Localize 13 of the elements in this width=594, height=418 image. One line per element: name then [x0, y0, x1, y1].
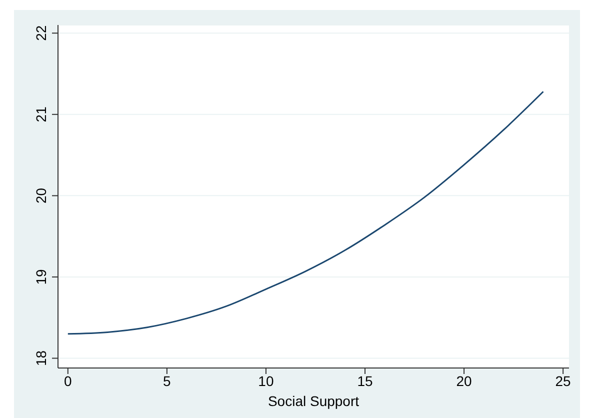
- y-tick-label: 21: [33, 106, 49, 122]
- x-tick-label: 15: [357, 372, 373, 389]
- y-tick-label: 20: [33, 188, 49, 204]
- y-tick-label: 18: [33, 350, 49, 366]
- line-series: [67, 90, 544, 335]
- x-tick-label: 20: [456, 372, 472, 389]
- x-tick-label: 0: [64, 372, 72, 389]
- y-tick-label: 19: [33, 268, 49, 285]
- x-tick-label: 10: [258, 372, 274, 389]
- y-tick-label: 22: [33, 25, 49, 41]
- x-tick-label: 5: [163, 372, 172, 389]
- x-tick-label: 25: [555, 372, 572, 389]
- x-axis-title: Social Support: [268, 393, 360, 409]
